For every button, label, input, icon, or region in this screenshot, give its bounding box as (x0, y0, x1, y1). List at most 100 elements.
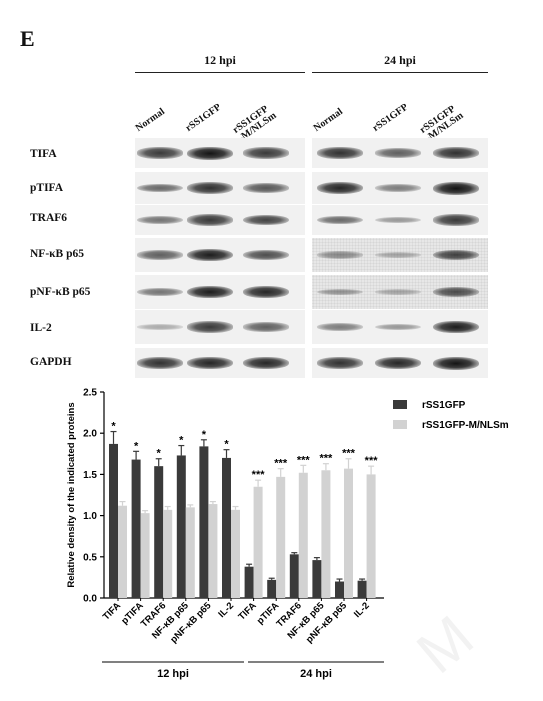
blot-band (317, 147, 363, 159)
blot-group-header-24hpi: 24 hpi (384, 53, 416, 67)
bar-rSS1GFP-M/NLSm (276, 476, 286, 598)
significance-label: * (224, 439, 229, 451)
group-label-12hpi: 12 hpi (157, 668, 189, 680)
bar-rSS1GFP (131, 459, 141, 598)
bar-rSS1GFP (267, 579, 277, 598)
bar-rSS1GFP-M/NLSm (231, 509, 240, 598)
blot-band (433, 320, 479, 334)
protein-label-nfkb-p65: NF-κB p65 (30, 248, 84, 260)
blot-strip (312, 275, 488, 309)
blot-band (317, 251, 363, 259)
significance-label: *** (365, 455, 379, 467)
blot-band (187, 285, 233, 299)
y-tick-label: 1.5 (83, 470, 97, 481)
blot-group-header-12hpi: 12 hpi (204, 53, 236, 67)
y-axis-label: Relative density of the indicated protei… (66, 402, 77, 587)
bar-rSS1GFP (289, 554, 299, 598)
bar-rSS1GFP (222, 457, 231, 598)
bar-rSS1GFP-M/NLSm (344, 468, 353, 598)
bar-rSS1GFP (109, 443, 118, 598)
significance-label: * (202, 429, 207, 441)
blot-band (137, 215, 183, 225)
bar-rSS1GFP (199, 446, 209, 598)
legend-swatch (393, 400, 407, 409)
blot-band (243, 147, 289, 159)
blot-group-line-12hpi (135, 72, 305, 73)
bar-rSS1GFP-M/NLSm (366, 474, 376, 598)
blot-band (433, 181, 479, 195)
significance-label: *** (274, 458, 288, 470)
blot-band (375, 148, 421, 158)
group-label-24hpi: 24 hpi (300, 668, 332, 680)
blot-band (243, 249, 289, 261)
blot-band (137, 183, 183, 193)
significance-label: * (157, 448, 162, 460)
blot-band (317, 181, 363, 195)
blot-band (187, 214, 233, 226)
blot-band (375, 356, 421, 370)
blot-band (137, 324, 183, 330)
blot-band (243, 285, 289, 299)
blot-band (317, 288, 363, 296)
blot-band (433, 249, 479, 261)
blot-band (243, 183, 289, 193)
blot-band (243, 356, 289, 370)
blot-band (375, 289, 421, 295)
bar-rSS1GFP (335, 581, 344, 598)
blot-band (375, 252, 421, 258)
x-tick-label: IL-2 (352, 600, 372, 620)
blot-band (187, 321, 233, 333)
significance-label: * (179, 435, 184, 447)
protein-label-traf6: TRAF6 (30, 212, 68, 224)
x-tick-label: IL-2 (216, 600, 236, 620)
blot-strip (312, 238, 488, 272)
y-tick-label: 2.0 (83, 429, 97, 440)
blot-band (433, 286, 479, 298)
blot-band (137, 250, 183, 260)
significance-label: * (111, 421, 116, 433)
blot-band (137, 287, 183, 297)
bar-rSS1GFP (357, 580, 367, 598)
bar-rSS1GFP-M/NLSm (321, 470, 331, 598)
blot-band (317, 215, 363, 225)
protein-label-gapdh: GAPDH (30, 356, 72, 368)
blot-band (137, 147, 183, 159)
blot-band (375, 323, 421, 331)
protein-label-pnfkb-p65: pNF-κB p65 (30, 286, 91, 298)
blot-band (187, 146, 233, 160)
bar-rSS1GFP (312, 560, 322, 598)
bar-rSS1GFP-M/NLSm (163, 509, 173, 598)
y-tick-label: 1.0 (83, 511, 97, 522)
blot-band (187, 356, 233, 370)
blot-band (433, 214, 479, 226)
panel-letter: E (20, 26, 35, 51)
significance-label: *** (297, 454, 311, 466)
legend-label: rSS1GFP (422, 400, 466, 411)
protein-label-ptifa: pTIFA (30, 182, 64, 194)
blot-band (187, 182, 233, 194)
blot-band (433, 356, 479, 370)
blot-band (433, 147, 479, 159)
y-tick-label: 0.5 (83, 552, 97, 563)
bar-rSS1GFP-M/NLSm (140, 513, 150, 598)
blot-band (187, 248, 233, 262)
blot-group-line-24hpi (312, 72, 488, 73)
y-tick-label: 2.5 (83, 388, 97, 399)
blot-band (375, 183, 421, 193)
protein-label-tifa: TIFA (30, 148, 57, 160)
significance-label: * (134, 440, 139, 452)
significance-label: *** (252, 469, 266, 481)
legend-label: rSS1GFP-M/NLSm (422, 420, 509, 431)
blot-band (243, 214, 289, 226)
significance-label: *** (319, 453, 333, 465)
blot-band (137, 357, 183, 369)
protein-label-il2: IL-2 (30, 322, 52, 334)
bar-rSS1GFP-M/NLSm (118, 505, 127, 598)
bar-rSS1GFP (244, 566, 254, 598)
bar-rSS1GFP-M/NLSm (298, 472, 308, 598)
bar-rSS1GFP (154, 466, 164, 598)
bar-rSS1GFP-M/NLSm (185, 507, 195, 598)
blot-band (317, 322, 363, 332)
blot-band (243, 322, 289, 332)
